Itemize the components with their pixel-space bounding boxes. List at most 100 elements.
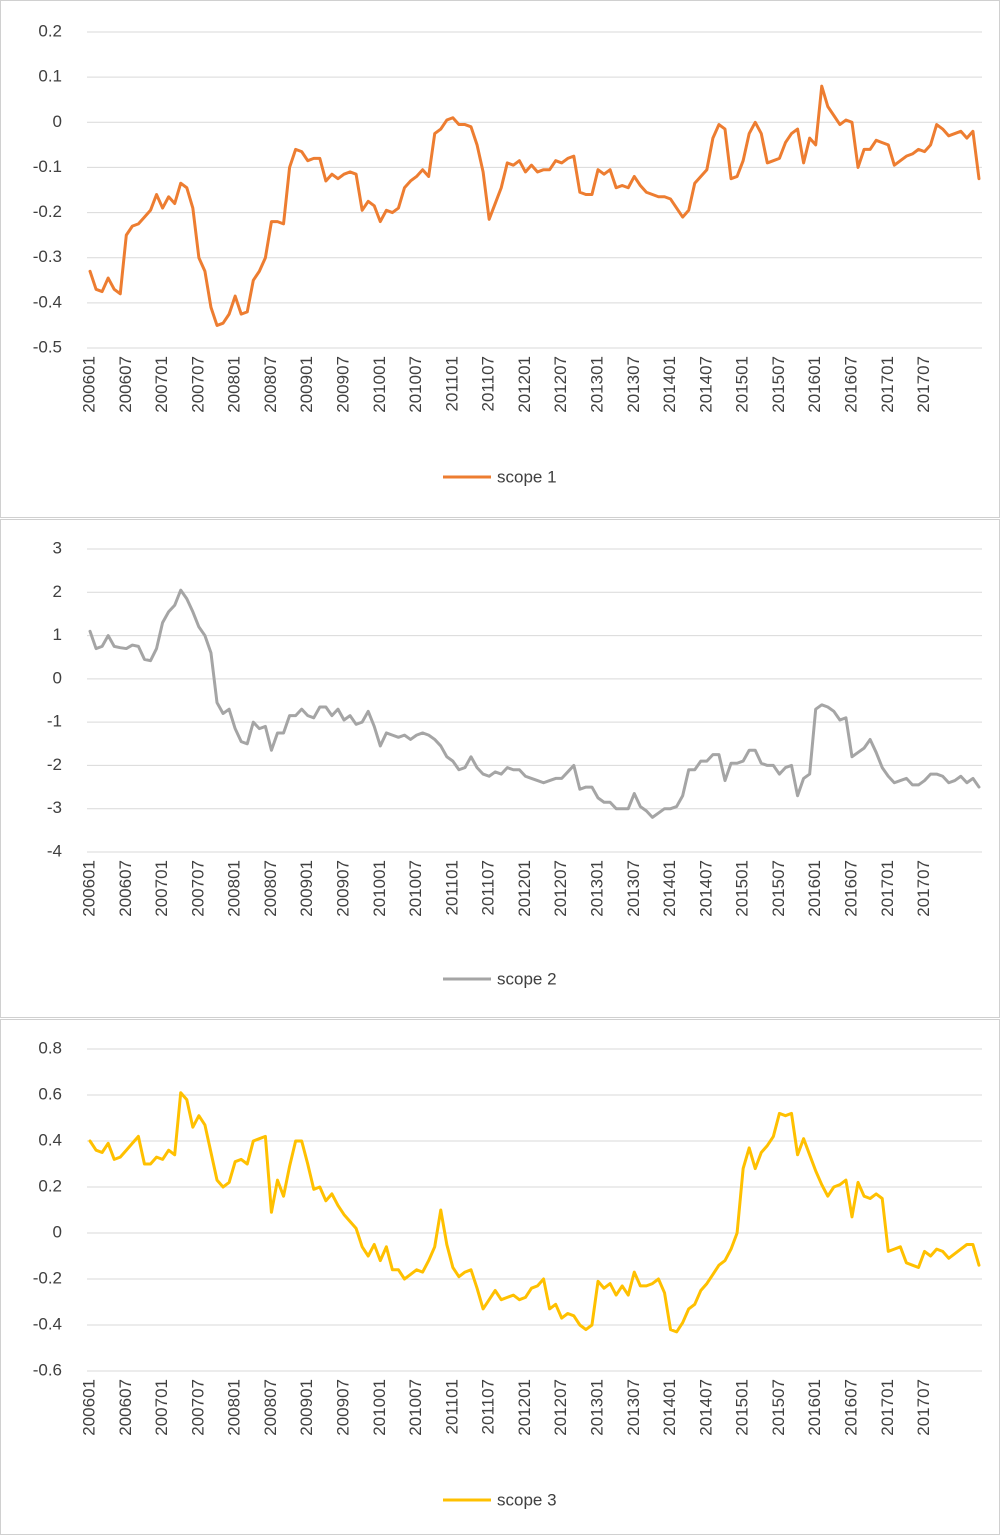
x-tick-label: 200901	[297, 860, 316, 917]
x-tick-label: 200607	[116, 1379, 135, 1436]
x-tick-label: 201501	[733, 860, 752, 917]
x-tick-label: 201701	[878, 1379, 897, 1436]
x-tick-label: 200907	[333, 356, 352, 413]
x-tick-label: 201707	[914, 1379, 933, 1436]
y-tick-label: 2	[53, 582, 62, 601]
x-tick-label: 201401	[660, 1379, 679, 1436]
x-tick-label: 200801	[225, 1379, 244, 1436]
x-tick-label: 201107	[479, 356, 498, 411]
x-tick-label: 200807	[261, 860, 280, 917]
chart-frame	[0, 1019, 1000, 1535]
x-tick-label: 201007	[406, 860, 425, 917]
chart-frame	[0, 0, 1000, 518]
x-tick-label: 200707	[188, 860, 207, 917]
x-tick-label: 201207	[551, 860, 570, 917]
y-tick-label: -3	[47, 798, 62, 817]
y-tick-label: 1	[53, 625, 62, 644]
y-tick-label: 3	[53, 538, 62, 557]
x-tick-label: 200801	[225, 860, 244, 917]
x-tick-label: 200707	[188, 356, 207, 413]
y-tick-label: -0.2	[33, 1268, 62, 1287]
x-tick-label: 201207	[551, 1379, 570, 1436]
x-tick-label: 201707	[914, 860, 933, 917]
data-line	[88, 1091, 981, 1334]
x-tick-label: 201407	[696, 356, 715, 413]
y-tick-label: -0.3	[33, 247, 62, 266]
y-tick-label: 0.8	[38, 1038, 62, 1057]
chart-frame	[0, 519, 1000, 1018]
legend-label: scope 3	[497, 1490, 557, 1509]
x-tick-label: 201201	[515, 356, 534, 413]
x-tick-label: 200701	[152, 860, 171, 917]
y-tick-label: 0.2	[38, 21, 62, 40]
x-tick-label: 201407	[696, 860, 715, 917]
x-tick-label: 200807	[261, 1379, 280, 1436]
x-tick-label: 200901	[297, 1379, 316, 1436]
x-tick-label: 201601	[805, 356, 824, 413]
y-tick-label: 0.6	[38, 1084, 62, 1103]
x-tick-label: 201607	[841, 860, 860, 917]
y-tick-label: 0.4	[38, 1130, 62, 1149]
y-tick-label: 0.1	[38, 67, 62, 86]
x-tick-label: 201401	[660, 356, 679, 413]
y-tick-label: -0.2	[33, 202, 62, 221]
x-tick-label: 201707	[914, 356, 933, 413]
x-tick-label: 201301	[587, 1379, 606, 1436]
y-tick-label: -0.5	[33, 337, 62, 356]
data-line	[88, 84, 981, 327]
x-tick-label: 200701	[152, 356, 171, 413]
x-tick-label: 201507	[769, 356, 788, 413]
x-tick-label: 201501	[733, 1379, 752, 1436]
x-tick-label: 201001	[370, 860, 389, 917]
x-tick-label: 201007	[406, 1379, 425, 1436]
x-tick-label: 201607	[841, 356, 860, 413]
y-tick-label: 0	[53, 112, 62, 131]
x-tick-label: 201507	[769, 1379, 788, 1436]
x-tick-label: 200801	[225, 356, 244, 413]
x-tick-label: 201201	[515, 860, 534, 917]
y-tick-label: -0.4	[33, 292, 62, 311]
x-tick-label: 201701	[878, 860, 897, 917]
x-tick-label: 201107	[479, 1379, 498, 1434]
x-tick-label: 201507	[769, 860, 788, 917]
x-tick-label: 200601	[80, 356, 99, 413]
x-tick-label: 200807	[261, 356, 280, 413]
x-tick-label: 201307	[624, 356, 643, 413]
x-tick-label: 201601	[805, 860, 824, 917]
y-tick-label: -2	[47, 755, 62, 774]
y-tick-label: 0.2	[38, 1176, 62, 1195]
x-tick-label: 201407	[696, 1379, 715, 1436]
data-line	[88, 588, 981, 819]
x-tick-label: 201107	[479, 860, 498, 915]
y-tick-label: -0.6	[33, 1360, 62, 1379]
x-tick-label: 201401	[660, 860, 679, 917]
x-tick-label: 201101	[442, 356, 461, 411]
y-tick-label: -4	[47, 841, 62, 860]
x-tick-label: 200607	[116, 860, 135, 917]
legend-label: scope 2	[497, 969, 557, 988]
x-tick-label: 201301	[587, 860, 606, 917]
x-tick-label: 201601	[805, 1379, 824, 1436]
legend-label: scope 1	[497, 467, 557, 486]
x-tick-label: 201001	[370, 356, 389, 413]
x-tick-label: 200907	[333, 1379, 352, 1436]
y-tick-label: -0.1	[33, 157, 62, 176]
x-tick-label: 201207	[551, 356, 570, 413]
x-tick-label: 200901	[297, 356, 316, 413]
x-tick-label: 201307	[624, 1379, 643, 1436]
x-tick-label: 200601	[80, 860, 99, 917]
y-tick-label: -0.4	[33, 1314, 62, 1333]
x-tick-label: 200607	[116, 356, 135, 413]
x-tick-label: 200707	[188, 1379, 207, 1436]
x-tick-label: 201001	[370, 1379, 389, 1436]
x-tick-label: 200701	[152, 1379, 171, 1436]
x-tick-label: 201007	[406, 356, 425, 413]
y-tick-label: 0	[53, 1222, 62, 1241]
x-tick-label: 201201	[515, 1379, 534, 1436]
x-tick-label: 201101	[442, 860, 461, 915]
x-tick-label: 201101	[442, 1379, 461, 1434]
x-tick-label: 200601	[80, 1379, 99, 1436]
y-tick-label: 0	[53, 668, 62, 687]
